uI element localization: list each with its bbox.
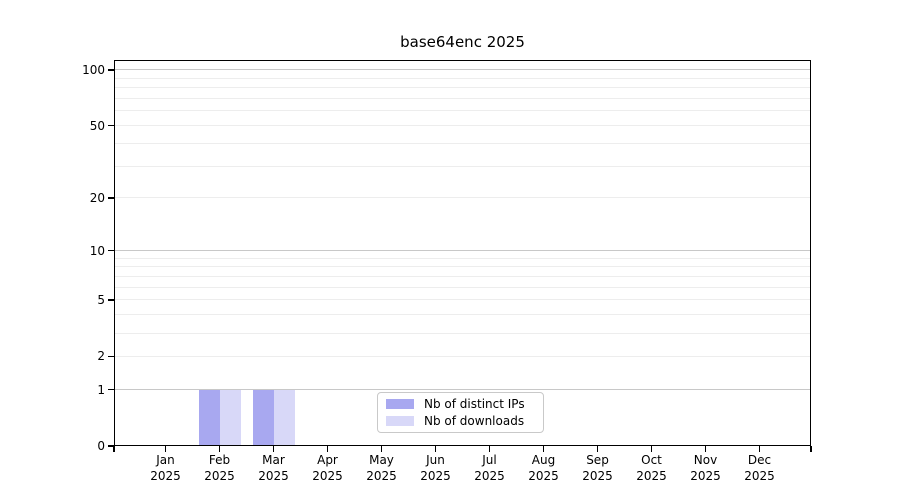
- x-tick-label: Jan 2025: [150, 453, 181, 483]
- x-tick: [326, 446, 329, 452]
- x-tick-label: Oct 2025: [636, 453, 667, 483]
- x-tick: [704, 446, 707, 452]
- minor-gridline: [114, 276, 811, 278]
- minor-gridline: [114, 332, 811, 334]
- x-tick: [542, 446, 545, 452]
- legend-swatch-distinct-ips: [386, 398, 414, 409]
- x-tick-label: Aug 2025: [528, 453, 559, 483]
- x-tick: [272, 446, 275, 452]
- bar-downloads: [273, 389, 295, 446]
- x-tick-label: Sep 2025: [582, 453, 613, 483]
- y-tick-label: 2: [97, 349, 105, 364]
- x-tick-label: Jul 2025: [474, 453, 505, 483]
- bar-distinct-ips: [252, 389, 274, 446]
- x-tick: [650, 446, 653, 452]
- y-tick-label: 1: [97, 382, 105, 397]
- minor-gridline: [114, 257, 811, 259]
- x-tick-label: Apr 2025: [312, 453, 343, 483]
- legend-item-distinct-ips: Nb of distinct IPs: [378, 397, 543, 411]
- legend-label-distinct-ips: Nb of distinct IPs: [424, 396, 525, 411]
- minor-gridline: [114, 87, 811, 89]
- legend: Nb of distinct IPs Nb of downloads: [377, 392, 544, 433]
- y-tick: [108, 124, 114, 127]
- y-tick-label: 100: [82, 62, 105, 77]
- y-tick: [108, 69, 114, 71]
- y-tick: [108, 299, 114, 301]
- y-tick: [108, 445, 114, 447]
- x-tick-label: Mar 2025: [258, 453, 289, 483]
- x-tick: [218, 446, 221, 452]
- bar-distinct-ips: [198, 389, 220, 446]
- y-tick-label: 5: [97, 292, 105, 307]
- legend-swatch-downloads: [386, 416, 414, 427]
- minor-gridline: [114, 355, 811, 357]
- x-tick: [380, 446, 383, 452]
- x-tick-label: Feb 2025: [204, 453, 235, 483]
- x-tick: [488, 446, 491, 452]
- y-tick: [108, 249, 114, 252]
- x-tick: [113, 446, 115, 452]
- legend-item-downloads: Nb of downloads: [378, 414, 543, 428]
- minor-gridline: [114, 314, 811, 316]
- x-tick: [596, 446, 599, 452]
- minor-gridline: [114, 286, 811, 288]
- minor-gridline: [114, 110, 811, 112]
- y-tick-label: 10: [89, 243, 105, 258]
- minor-gridline: [114, 165, 811, 167]
- minor-gridline: [114, 299, 811, 301]
- x-tick: [434, 446, 437, 452]
- minor-gridline: [114, 197, 811, 199]
- y-tick: [108, 355, 114, 358]
- y-tick: [108, 197, 114, 199]
- major-gridline: [114, 69, 811, 71]
- y-tick-label: 50: [89, 118, 105, 133]
- minor-gridline: [114, 77, 811, 79]
- legend-label-downloads: Nb of downloads: [424, 414, 525, 429]
- y-tick: [108, 388, 114, 391]
- x-tick-label: May 2025: [366, 453, 397, 483]
- minor-gridline: [114, 266, 811, 268]
- plot-area: [114, 60, 811, 446]
- y-tick-label: 0: [97, 439, 105, 453]
- chart-title: base64enc 2025: [400, 33, 525, 51]
- minor-gridline: [114, 98, 811, 100]
- y-tick-label: 20: [89, 190, 105, 205]
- x-tick: [758, 446, 761, 452]
- x-tick-label: Dec 2025: [744, 453, 775, 483]
- bar-downloads: [219, 389, 241, 446]
- x-tick: [810, 446, 812, 452]
- major-gridline: [114, 389, 811, 390]
- minor-gridline: [114, 125, 811, 127]
- x-tick-label: Jun 2025: [420, 453, 451, 483]
- minor-gridline: [114, 142, 811, 144]
- major-gridline: [114, 250, 811, 252]
- x-tick: [164, 446, 167, 452]
- x-tick-label: Nov 2025: [690, 453, 721, 483]
